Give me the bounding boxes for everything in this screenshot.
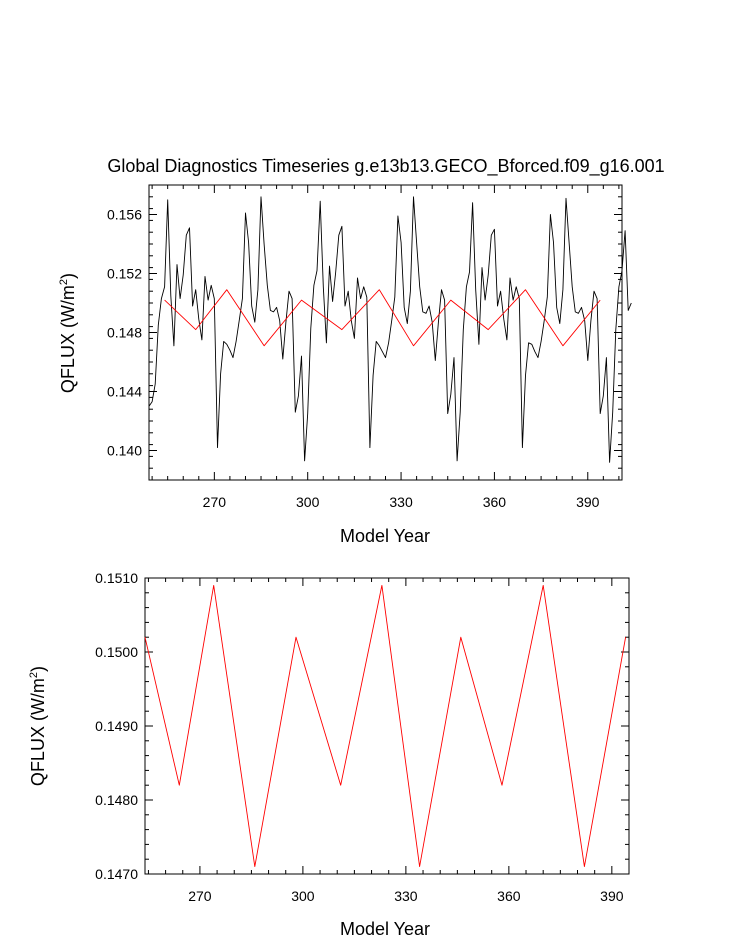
- bottom-y-tick-label: 0.1470: [95, 866, 138, 882]
- bottom-x-tick-label: 390: [600, 888, 624, 904]
- bottom-x-tick-label: 300: [291, 888, 315, 904]
- top-panel: Global Diagnostics Timeseries g.e13b13.G…: [58, 156, 665, 546]
- top-x-tick-label: 300: [296, 494, 320, 510]
- top-y-tick-label: 0.156: [107, 207, 142, 223]
- top-y-tick-label: 0.148: [107, 325, 142, 341]
- top-y-tick-label: 0.152: [107, 266, 142, 282]
- top-plot-frame: [148, 184, 623, 481]
- bottom-x-axis-label: Model Year: [340, 919, 430, 939]
- bottom-y-tick-label: 0.1490: [95, 718, 138, 734]
- top-series: [148, 196, 632, 463]
- bottom-x-tick-label: 270: [188, 888, 212, 904]
- top-series-annual: [148, 196, 632, 463]
- top-x-tick-label: 330: [389, 494, 413, 510]
- top-x-axis-label: Model Year: [340, 526, 430, 546]
- bottom-y-tick-label: 0.1480: [95, 792, 138, 808]
- top-y-axis-label-text: QFLUX (W/m: [58, 285, 78, 393]
- top-x-tick-label: 270: [203, 494, 227, 510]
- bottom-series: [144, 584, 627, 868]
- top-y-tick-label: 0.144: [107, 384, 142, 400]
- top-y-axis-label: QFLUX (W/m2): [58, 273, 78, 393]
- chart-title: Global Diagnostics Timeseries g.e13b13.G…: [107, 156, 664, 177]
- bottom-y-axis-label-sup: 2: [28, 672, 40, 678]
- top-y-axis-label-sup: 2: [58, 279, 70, 285]
- bottom-x-tick-label: 330: [394, 888, 418, 904]
- top-y-tick-label: 0.140: [107, 443, 142, 459]
- top-y-axis-label-close: ): [58, 273, 78, 279]
- bottom-ticks: 270 300 330 360 390 0.1470 0.1480 0.1490 0.1500 0…: [95, 570, 630, 904]
- bottom-y-axis-label-close: ): [28, 666, 48, 672]
- top-ticks: 270 300 330 360 390 0.140 0.144 0.148 0.152 0.156: [107, 184, 622, 510]
- bottom-y-tick-label: 0.1510: [95, 570, 138, 586]
- bottom-y-axis-label: QFLUX (W/m2): [28, 666, 48, 786]
- bottom-y-axis-label-text: QFLUX (W/m: [28, 678, 48, 786]
- bottom-y-tick-label: 0.1500: [95, 644, 138, 660]
- bottom-series-running-mean: [144, 584, 627, 868]
- bottom-panel: 270 300 330 360 390 0.1470 0.1480 0.1490 0.1500 0…: [28, 570, 630, 939]
- top-x-tick-label: 360: [483, 494, 507, 510]
- top-x-tick-label: 390: [576, 494, 600, 510]
- bottom-x-tick-label: 360: [497, 888, 521, 904]
- top-series-running-mean: [164, 289, 601, 347]
